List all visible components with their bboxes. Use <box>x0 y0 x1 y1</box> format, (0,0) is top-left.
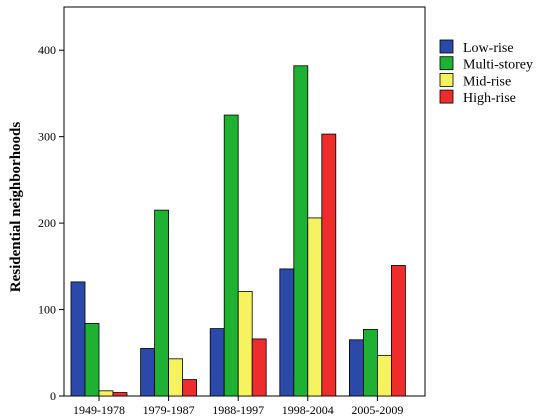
bar-high-rise-1949-1978 <box>112 392 128 397</box>
legend-label: High-rise <box>463 91 516 106</box>
bar-low-rise-1998-2004 <box>279 268 295 397</box>
bar-mid-rise-2005-2009 <box>376 354 392 397</box>
legend-label: Multi-storey <box>463 58 533 73</box>
x-tick-label: 1979-1987 <box>143 403 195 417</box>
y-tick-label: 100 <box>38 303 56 317</box>
bar-mid-rise-1979-1987 <box>168 358 184 397</box>
bar-multi-storey-2005-2009 <box>362 329 378 397</box>
y-tick-label: 400 <box>38 43 56 57</box>
bar-high-rise-1998-2004 <box>321 133 337 397</box>
x-tick-label: 1949-1978 <box>73 403 125 417</box>
legend-swatch-high-rise <box>439 89 454 104</box>
bar-multi-storey-1949-1978 <box>84 322 100 397</box>
bar-high-rise-2005-2009 <box>390 265 406 397</box>
x-tick-label: 1988-1997 <box>212 403 264 417</box>
plot-area: 0 100 200 300 400 1949-1978 1979-1987 1988-1997… <box>38 6 426 417</box>
legend-label: Mid-rise <box>463 74 511 89</box>
legend-swatch-multi-storey <box>439 56 454 71</box>
x-tick-label: 1998-2004 <box>282 403 334 417</box>
legend-label: Low-rise <box>463 41 514 56</box>
bar-high-rise-1988-1997 <box>251 338 267 397</box>
x-tick-label: 2005-2009 <box>351 403 403 417</box>
bar-high-rise-1979-1987 <box>182 379 198 397</box>
bar-multi-storey-1998-2004 <box>293 65 309 397</box>
legend-swatch-low-rise <box>439 39 454 54</box>
bar-mid-rise-1998-2004 <box>307 217 323 397</box>
y-tick-label: 300 <box>38 130 56 144</box>
bar-multi-storey-1988-1997 <box>223 114 239 397</box>
bar-multi-storey-1979-1987 <box>154 209 170 397</box>
bar-mid-rise-1949-1978 <box>98 390 114 397</box>
bar-low-rise-2005-2009 <box>348 339 364 397</box>
bar-mid-rise-1988-1997 <box>237 291 253 397</box>
bar-low-rise-1979-1987 <box>140 348 156 397</box>
y-axis-label: Residential neighborhoods <box>8 122 24 293</box>
y-tick-label: 200 <box>38 216 56 230</box>
y-tick-label: 0 <box>50 389 56 403</box>
bar-low-rise-1988-1997 <box>209 328 225 397</box>
legend-swatch-mid-rise <box>439 73 454 87</box>
bar-low-rise-1949-1978 <box>70 281 86 397</box>
